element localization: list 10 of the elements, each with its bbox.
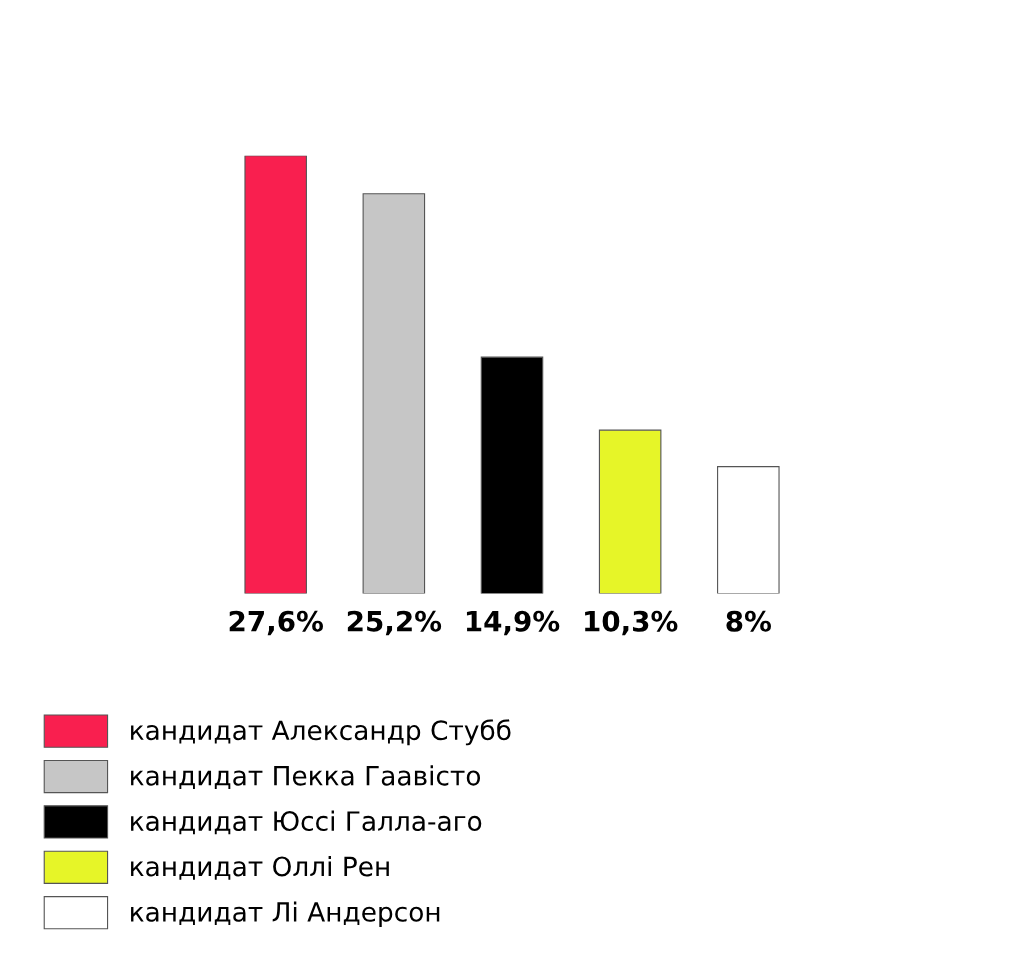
legend-label: кандидат Пекка Гаавісто [131, 765, 481, 789]
legend-label: кандидат Юссі Галла-аго [131, 810, 482, 835]
legend-label: кандидат Оллі Рен [131, 855, 389, 880]
data-label: 14,9% [466, 610, 560, 636]
data-label: 8% [726, 610, 771, 632]
legend-label: кандидат Александр Стубб [131, 719, 511, 746]
data-label: 10,3% [585, 610, 678, 636]
data-label: 27,6% [229, 610, 323, 636]
legend-label: кандидат Лі Андерсон [131, 901, 440, 927]
data-label: 25,2% [347, 610, 442, 636]
